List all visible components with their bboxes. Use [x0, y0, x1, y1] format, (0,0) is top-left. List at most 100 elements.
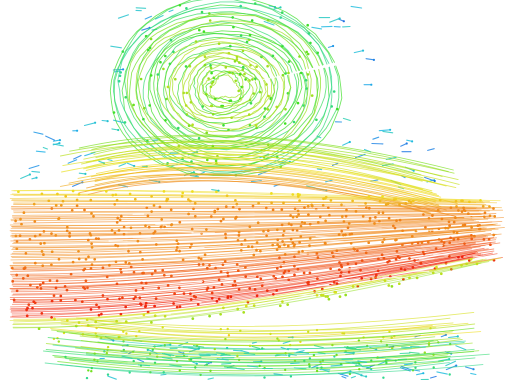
vector-head — [159, 60, 162, 64]
vector-head — [50, 316, 53, 319]
vector-head — [87, 369, 90, 372]
vector-head — [19, 217, 22, 221]
vector-head — [28, 173, 31, 176]
streamline — [338, 279, 359, 281]
streamline — [68, 169, 440, 206]
streamline — [401, 346, 413, 349]
vector-head — [280, 208, 284, 211]
vector-head — [407, 199, 411, 203]
vector-head — [50, 207, 54, 210]
vector-head — [165, 97, 168, 101]
vector-head — [122, 330, 125, 333]
vector-head — [84, 172, 87, 175]
vector-head — [123, 121, 127, 124]
streamline — [12, 237, 495, 279]
streamline — [135, 7, 147, 9]
streamline — [156, 33, 298, 144]
vector-head — [57, 217, 60, 221]
vector-head — [149, 37, 153, 41]
streamline — [207, 377, 214, 380]
vector-head — [405, 142, 408, 145]
streamline — [10, 229, 473, 261]
streamline — [62, 153, 457, 189]
bottom-layer-streamline-group — [42, 311, 490, 380]
vector-head — [267, 94, 270, 98]
streamline — [9, 248, 473, 299]
vector-head — [370, 83, 373, 86]
vector-head — [344, 293, 348, 297]
vector-head — [10, 266, 14, 270]
streamline — [187, 347, 200, 350]
streamline — [223, 366, 237, 369]
vector-head — [209, 369, 212, 372]
vector-head — [106, 120, 109, 123]
vector-head — [482, 238, 486, 241]
streamline — [189, 174, 200, 178]
streamline — [10, 220, 503, 242]
vector-head — [82, 268, 85, 272]
streamline — [91, 135, 449, 173]
vector-head — [327, 297, 331, 301]
streamline — [93, 141, 443, 177]
vector-head — [460, 210, 464, 213]
vector-head — [210, 104, 213, 107]
vector-head — [213, 347, 216, 351]
vector-head — [11, 280, 15, 283]
streamline — [144, 15, 153, 20]
vector-head — [439, 272, 443, 276]
vector-head — [75, 198, 79, 202]
vector-head — [191, 317, 195, 320]
streamline — [475, 241, 488, 243]
streamline — [95, 162, 439, 197]
streamline — [85, 156, 433, 193]
vector-head — [251, 78, 254, 81]
vector-head — [238, 207, 241, 211]
vector-head — [210, 71, 213, 75]
vector-head — [227, 334, 231, 337]
vector-head — [296, 101, 300, 105]
vector-head — [209, 64, 212, 67]
streamline — [255, 348, 265, 351]
streamline — [316, 168, 323, 171]
vector-head — [100, 312, 103, 316]
vector-head — [335, 107, 339, 111]
vector-head — [374, 216, 377, 219]
vector-head — [203, 63, 207, 67]
vector-head — [286, 303, 290, 306]
vector-head — [315, 118, 318, 122]
streamline — [99, 338, 466, 350]
streamline — [168, 41, 285, 133]
vector-head — [42, 253, 45, 256]
vector-head — [452, 220, 456, 224]
vector-head — [219, 312, 222, 316]
vector-head — [178, 220, 182, 224]
vector-head — [198, 28, 201, 32]
vector-head — [461, 223, 465, 227]
streamline — [191, 246, 205, 249]
vector-head — [219, 219, 223, 223]
streamline — [12, 245, 471, 295]
streamline — [114, 278, 138, 280]
vector-head — [235, 58, 239, 61]
vector-head — [50, 250, 54, 254]
vector-head — [233, 279, 237, 283]
vector-head — [332, 90, 336, 93]
streamline — [73, 154, 82, 160]
streamline — [149, 30, 303, 150]
vector-head — [33, 261, 37, 265]
vector-head — [310, 94, 314, 97]
streamline — [67, 159, 78, 164]
streamline — [361, 308, 374, 311]
vector-head — [200, 10, 204, 14]
streamline — [436, 371, 448, 375]
vector-head — [367, 195, 371, 199]
streamline — [188, 55, 267, 120]
vector-head — [282, 229, 286, 233]
vector-head — [148, 104, 151, 107]
vector-head — [80, 300, 84, 303]
vector-head — [395, 219, 398, 223]
streamline — [69, 356, 448, 372]
vector-head — [50, 232, 53, 235]
vector-head — [382, 376, 385, 379]
